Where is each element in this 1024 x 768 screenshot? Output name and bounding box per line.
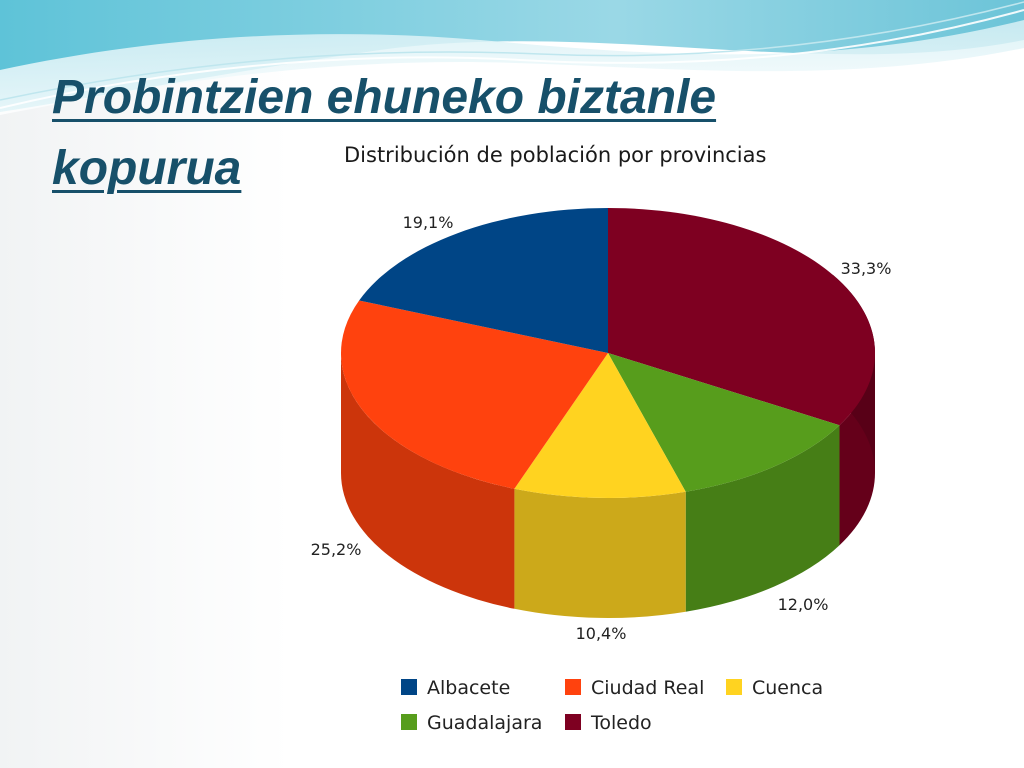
- legend-swatch-cuenca: [726, 679, 742, 695]
- data-label-ciudad-real: 25,2%: [311, 540, 362, 559]
- slide-background: [0, 0, 290, 768]
- pie-slice-guadalajara: [608, 353, 840, 492]
- data-label-toledo: 33,3%: [841, 259, 892, 278]
- pie-slice-cuenca: [514, 353, 686, 499]
- data-label-albacete: 19,1%: [403, 213, 454, 232]
- slide-title: Probintzien ehuneko biztanle kopurua: [52, 71, 717, 195]
- data-label-cuenca: 10,4%: [576, 624, 627, 643]
- pie-chart: Distribución de población por provincias…: [311, 143, 892, 734]
- legend-swatch-toledo: [565, 714, 581, 730]
- pie-slice-toledo: [608, 208, 876, 426]
- legend-label-albacete: Albacete: [427, 677, 510, 699]
- pie-side-ciudad-real: [341, 353, 515, 609]
- pie-side-guadalajara: [685, 425, 840, 612]
- legend-label-ciudad-real: Ciudad Real: [591, 677, 704, 699]
- header-wave-decoration: [0, 0, 1024, 115]
- data-label-guadalajara: 12,0%: [778, 595, 829, 614]
- legend-label-guadalajara: Guadalajara: [427, 712, 542, 734]
- legend-label-cuenca: Cuenca: [752, 677, 823, 699]
- legend-label-toledo: Toledo: [590, 712, 652, 734]
- chart-panel: Distribución de población por provincias…: [288, 128, 944, 768]
- pie-side-cuenca: [514, 488, 686, 618]
- legend-swatch-guadalajara: [401, 714, 417, 730]
- legend: Albacete Ciudad Real Cuenca Guadalajara Tole…: [401, 677, 823, 734]
- legend-swatch-ciudad-real: [565, 679, 581, 695]
- pie-slice-ciudad-real: [341, 300, 608, 489]
- chart-title: Distribución de población por provincias: [344, 143, 766, 167]
- legend-swatch-albacete: [401, 679, 417, 695]
- pie-tops: [341, 208, 876, 499]
- pie-slice-albacete: [359, 208, 608, 353]
